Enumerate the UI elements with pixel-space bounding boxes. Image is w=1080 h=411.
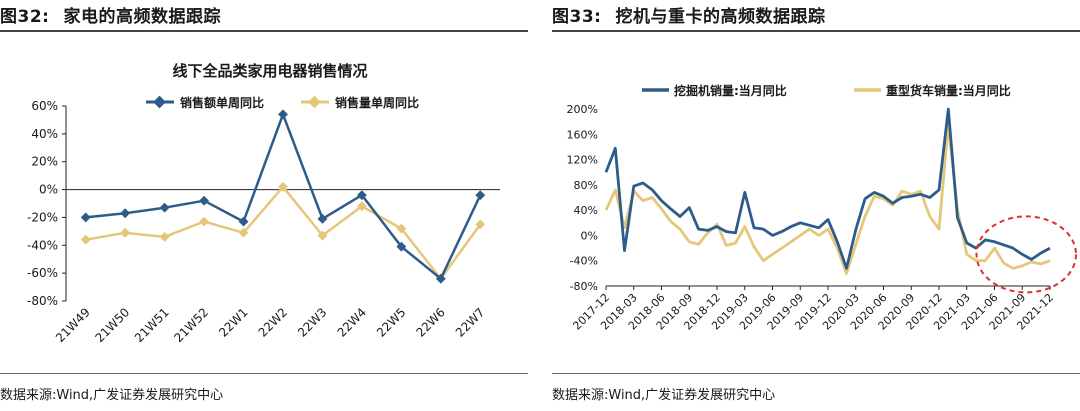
left-figure-heading: 图32: 家电的高频数据跟踪	[0, 2, 221, 27]
x-tick-label: 22W1	[216, 305, 250, 339]
y-tick-label: -60%	[27, 266, 58, 280]
sales-amount-point	[159, 202, 170, 213]
sales-amount-point	[435, 273, 446, 284]
sales-amount-point	[238, 216, 249, 227]
right-top-rule	[552, 30, 1080, 32]
x-tick-label: 22W7	[453, 305, 487, 339]
y-tick-label: -40%	[570, 255, 598, 268]
legend-label-truck: 重型货车销量:当月同比	[886, 83, 1011, 98]
legend-label-excavator: 挖掘机销量:当月同比	[674, 83, 787, 98]
y-tick-label: 20%	[31, 155, 58, 169]
sales-volume-point	[80, 234, 91, 245]
legend-label-series2: 销售量单周同比	[335, 95, 419, 110]
right-bottom-rule	[552, 373, 1080, 374]
legend-marker-series2	[308, 95, 321, 109]
x-tick-label: 22W2	[256, 305, 290, 339]
chart-legend: 挖掘机销量:当月同比 重型货车销量:当月同比	[642, 83, 1011, 98]
right-source-note: 数据来源:Wind,广发证券发展研究中心	[552, 388, 776, 403]
sales-amount-point	[317, 213, 328, 224]
y-tick-label: -80%	[27, 294, 58, 308]
y-tick-label: 200%	[567, 103, 598, 116]
y-tick-label: 0%	[581, 229, 598, 242]
right-figure-number: 图33:	[552, 7, 602, 27]
y-tick-label: -40%	[27, 238, 58, 252]
excavator-truck-chart: 挖掘机销量:当月同比 重型货车销量:当月同比 -80% -40% 0% 40% 80% 1…	[567, 83, 1077, 333]
x-tick-label: 22W4	[335, 305, 369, 339]
legend-marker-series1	[153, 95, 166, 109]
left-figure-number: 图32:	[0, 7, 50, 27]
sales-volume-point	[120, 227, 131, 238]
legend-label-series1: 销售额单周同比	[180, 95, 264, 110]
y-tick-label: 120%	[567, 154, 598, 167]
sales-volume-point	[199, 216, 210, 227]
left-source-note: 数据来源:Wind,广发证券发展研究中心	[0, 388, 224, 403]
x-tick-label: 22W3	[295, 305, 329, 339]
x-tick-label: 22W6	[413, 305, 447, 339]
excavator-series-line	[604, 107, 1051, 270]
left-figure-panel: 图32: 家电的高频数据跟踪 线下全品类家用电器销售情况 销售额单周同比 销售量单…	[0, 0, 528, 411]
x-tick-label: 21W51	[132, 305, 172, 345]
heavy-truck-series-line	[604, 123, 1051, 275]
left-bottom-rule	[0, 373, 528, 374]
right-figure-panel: 图33: 挖机与重卡的高频数据跟踪 挖掘机销量:当月同比 重型货车销量:当月同比 …	[552, 0, 1080, 411]
right-figure-title: 挖机与重卡的高频数据跟踪	[615, 7, 826, 27]
sales-amount-point	[278, 109, 288, 120]
sales-volume-series-line	[85, 185, 482, 280]
x-tick-label: 21W50	[92, 305, 132, 345]
sales-volume-point	[356, 201, 367, 212]
sales-amount-point	[199, 195, 210, 206]
x-tick-label: 21W52	[171, 305, 211, 345]
sales-volume-point	[396, 223, 407, 234]
sales-volume-point	[159, 231, 170, 242]
y-tick-label: -20%	[27, 210, 58, 224]
chart-title: 线下全品类家用电器销售情况	[172, 62, 367, 80]
y-tick-label: 160%	[567, 128, 598, 141]
sales-volume-point	[278, 181, 288, 192]
highlight-ellipse	[975, 215, 1077, 294]
sales-volume-point	[475, 219, 486, 230]
y-tick-label: 80%	[574, 179, 598, 192]
right-figure-heading: 图33: 挖机与重卡的高频数据跟踪	[552, 2, 825, 27]
y-tick-label: 60%	[31, 99, 58, 113]
sales-volume-point	[317, 230, 328, 241]
y-tick-label: -80%	[570, 280, 598, 293]
x-tick-label: 22W5	[374, 305, 408, 339]
sales-amount-point	[80, 212, 91, 223]
sales-amount-point	[356, 190, 367, 201]
y-tick-label: 0%	[39, 183, 58, 197]
chart-legend: 销售额单周同比 销售量单周同比	[146, 95, 419, 110]
left-figure-title: 家电的高频数据跟踪	[63, 7, 221, 27]
left-top-rule	[0, 30, 528, 32]
x-tick-label: 21W49	[53, 305, 93, 345]
sales-amount-point	[475, 190, 486, 201]
sales-amount-point	[120, 208, 131, 219]
sales-amount-point	[396, 241, 407, 252]
y-tick-label: 40%	[31, 127, 58, 141]
y-tick-label: 40%	[574, 204, 598, 217]
appliance-sales-chart: 线下全品类家用电器销售情况 销售额单周同比 销售量单周同比 -80% -60% -4…	[27, 62, 500, 345]
sales-volume-point	[238, 227, 249, 238]
